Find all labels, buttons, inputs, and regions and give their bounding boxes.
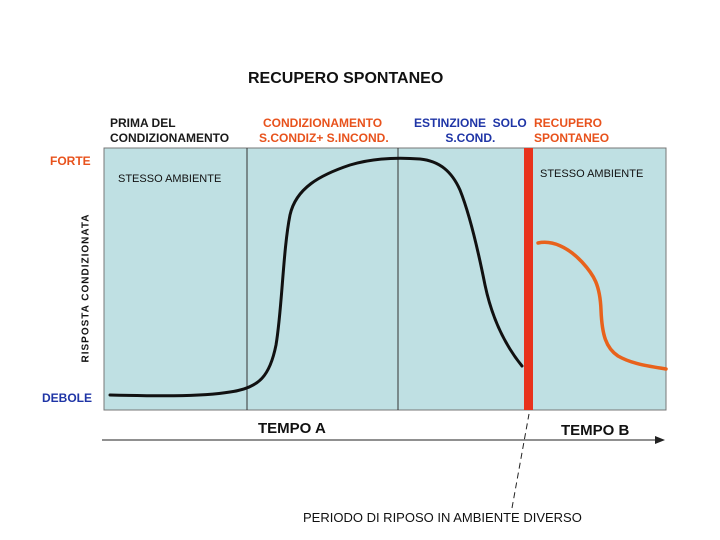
environment-label-b: STESSO AMBIENTE bbox=[540, 168, 644, 180]
phase-condizionamento-header: CONDIZIONAMENTO S.CONDIZ+ S.INCOND. bbox=[259, 116, 389, 146]
response-panel bbox=[103, 147, 667, 411]
response-curve-tempo-b bbox=[536, 240, 668, 371]
phase-condizionamento-line1: CONDIZIONAMENTO bbox=[263, 116, 383, 130]
tempo-a-label: TEMPO A bbox=[258, 420, 326, 437]
phase-prima-line1: PRIMA DEL bbox=[110, 116, 176, 130]
y-axis-bottom-label: DEBOLE bbox=[42, 391, 93, 405]
rest-period-separator bbox=[524, 148, 533, 410]
phase-estinzione-header: ESTINZIONE SOLO S.COND. bbox=[414, 116, 527, 146]
y-axis-top-label: FORTE bbox=[50, 154, 91, 168]
phase-estinzione-line2: S.COND. bbox=[445, 131, 496, 145]
phase-recupero-line1: RECUPERO bbox=[534, 116, 603, 130]
phase-recupero-line2: SPONTANEO bbox=[534, 131, 610, 145]
rest-period-label: PERIODO DI RIPOSO IN AMBIENTE DIVERSO bbox=[303, 510, 582, 525]
phase-recupero-header: RECUPERO SPONTANEO bbox=[534, 116, 609, 146]
phase-condizionamento-line2: S.CONDIZ+ S.INCOND. bbox=[259, 131, 389, 145]
phase-prima-line2: CONDIZIONAMENTO bbox=[110, 131, 230, 145]
rest-period-pointer bbox=[511, 413, 530, 509]
response-curve-tempo-a bbox=[108, 156, 524, 398]
diagram-title: RECUPERO SPONTANEO bbox=[248, 70, 444, 87]
tempo-b-label: TEMPO B bbox=[561, 422, 630, 439]
environment-label-a: STESSO AMBIENTE bbox=[118, 173, 222, 185]
phase-estinzione-line1: ESTINZIONE SOLO bbox=[414, 116, 527, 130]
phase-prima-header: PRIMA DEL CONDIZIONAMENTO bbox=[110, 116, 229, 146]
